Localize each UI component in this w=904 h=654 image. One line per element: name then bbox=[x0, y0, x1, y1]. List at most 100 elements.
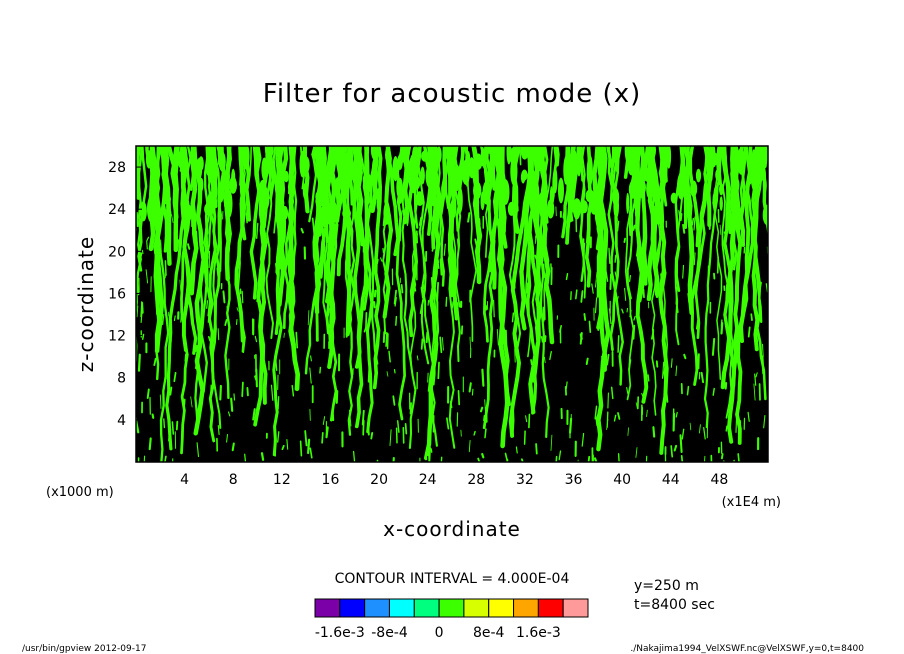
contour-cell bbox=[538, 191, 547, 213]
contour-cell bbox=[563, 155, 569, 185]
colorbar bbox=[314, 598, 589, 618]
contour-strip bbox=[318, 146, 331, 347]
contour-fragment bbox=[207, 305, 211, 323]
colorbar-swatch bbox=[537, 598, 564, 618]
contour-fragment bbox=[608, 247, 611, 264]
contour-fragment bbox=[651, 330, 655, 340]
contour-fragment bbox=[504, 452, 508, 460]
contour-fragment bbox=[617, 453, 620, 462]
contour-fragment bbox=[136, 305, 139, 318]
contour-fragment bbox=[601, 355, 604, 371]
contour-fragment bbox=[146, 236, 150, 242]
contour-fragment bbox=[367, 365, 371, 383]
contour-cell bbox=[375, 188, 382, 202]
contour-fragment bbox=[168, 428, 172, 442]
y-tick-label: 16 bbox=[108, 286, 126, 302]
contour-cell bbox=[370, 146, 378, 160]
contour-fragment bbox=[712, 387, 715, 396]
contour-fragment bbox=[635, 447, 638, 458]
contour-fragment bbox=[439, 336, 443, 354]
contour-fragment bbox=[380, 257, 383, 262]
contour-fragment bbox=[235, 318, 238, 325]
contour-fragment bbox=[331, 263, 334, 271]
x-tick-label: 36 bbox=[565, 472, 583, 488]
contour-cell bbox=[730, 158, 735, 175]
contour-fragment bbox=[559, 325, 562, 333]
contour-fragment bbox=[325, 426, 329, 439]
contour-cell bbox=[653, 206, 662, 225]
contour-fragment bbox=[273, 439, 276, 457]
contour-fragment bbox=[420, 286, 424, 299]
contour-cell bbox=[349, 161, 357, 180]
contour-fragment bbox=[394, 296, 397, 307]
footer-right: ./Nakajima1994_VelXSWF.nc@VelXSWF,y=0,t=… bbox=[630, 644, 864, 654]
contour-fragment bbox=[719, 224, 722, 235]
contour-fragment bbox=[723, 231, 728, 237]
contour-fragment bbox=[256, 222, 259, 239]
contour-fragment bbox=[670, 445, 674, 458]
contour-interval: CONTOUR INTERVAL = 4.000E-04 bbox=[335, 571, 570, 587]
contour-fragment bbox=[136, 211, 139, 228]
contour-fragment bbox=[606, 353, 610, 366]
contour-cell bbox=[453, 164, 461, 192]
contour-fragment bbox=[409, 402, 412, 415]
contour-cell bbox=[637, 179, 647, 195]
contour-cell bbox=[751, 149, 757, 176]
contour-fragment bbox=[429, 296, 433, 309]
contour-fragment bbox=[663, 363, 667, 373]
contour-cell bbox=[376, 197, 381, 212]
contour-fragment bbox=[682, 223, 686, 234]
contour-strip bbox=[150, 146, 159, 192]
contour-fragment bbox=[614, 271, 618, 281]
contour-fragment bbox=[200, 375, 203, 391]
contour-cell bbox=[628, 180, 638, 199]
contour-strip bbox=[239, 146, 243, 186]
contour-cell bbox=[755, 146, 763, 170]
contour-fragment bbox=[278, 291, 280, 304]
contour-fragment bbox=[164, 260, 167, 276]
contour-fragment bbox=[400, 284, 404, 294]
contour-fragment bbox=[331, 408, 335, 422]
contour-cell bbox=[725, 177, 730, 191]
contour-cell bbox=[217, 146, 221, 160]
colorbar-swatch bbox=[364, 598, 390, 618]
x-tick-label: 20 bbox=[370, 472, 388, 488]
contour-cell bbox=[630, 146, 635, 162]
contour-fragment bbox=[583, 242, 586, 252]
contour-cell bbox=[496, 151, 504, 165]
contour-fragment bbox=[479, 406, 484, 413]
contour-cell bbox=[634, 146, 640, 164]
contour-fragment bbox=[700, 371, 705, 384]
contour-fragment bbox=[652, 426, 656, 438]
contour-cell bbox=[264, 146, 274, 160]
contour-cell bbox=[364, 193, 370, 206]
annotation-line-2: t=8400 sec bbox=[634, 597, 715, 613]
contour-fragment bbox=[569, 417, 573, 434]
contour-fragment bbox=[626, 307, 629, 313]
contour-fragment bbox=[136, 281, 140, 296]
contour-fragment bbox=[430, 387, 433, 397]
contour-fragment bbox=[613, 414, 617, 422]
contour-fragment bbox=[194, 344, 199, 353]
contour-fragment bbox=[200, 396, 203, 407]
contour-cell bbox=[496, 181, 502, 201]
contour-fragment bbox=[535, 443, 538, 455]
contour-fragment bbox=[585, 357, 589, 366]
contour-fragment bbox=[614, 254, 617, 263]
contour-fragment bbox=[670, 358, 673, 368]
contour-cell bbox=[147, 195, 156, 223]
contour-fragment bbox=[319, 366, 322, 374]
contour-cell bbox=[737, 147, 745, 175]
contour-cell bbox=[576, 151, 582, 177]
contour-fragment bbox=[484, 428, 487, 439]
contour-cell bbox=[715, 169, 720, 181]
contour-fragment bbox=[274, 354, 278, 371]
contour-cell bbox=[343, 174, 349, 200]
contour-fragment bbox=[725, 425, 728, 432]
contour-fragment bbox=[436, 281, 439, 301]
contour-cell bbox=[400, 146, 406, 163]
contour-fragment bbox=[474, 238, 478, 246]
contour-fragment bbox=[530, 359, 533, 366]
x-tick-label: 44 bbox=[662, 472, 680, 488]
